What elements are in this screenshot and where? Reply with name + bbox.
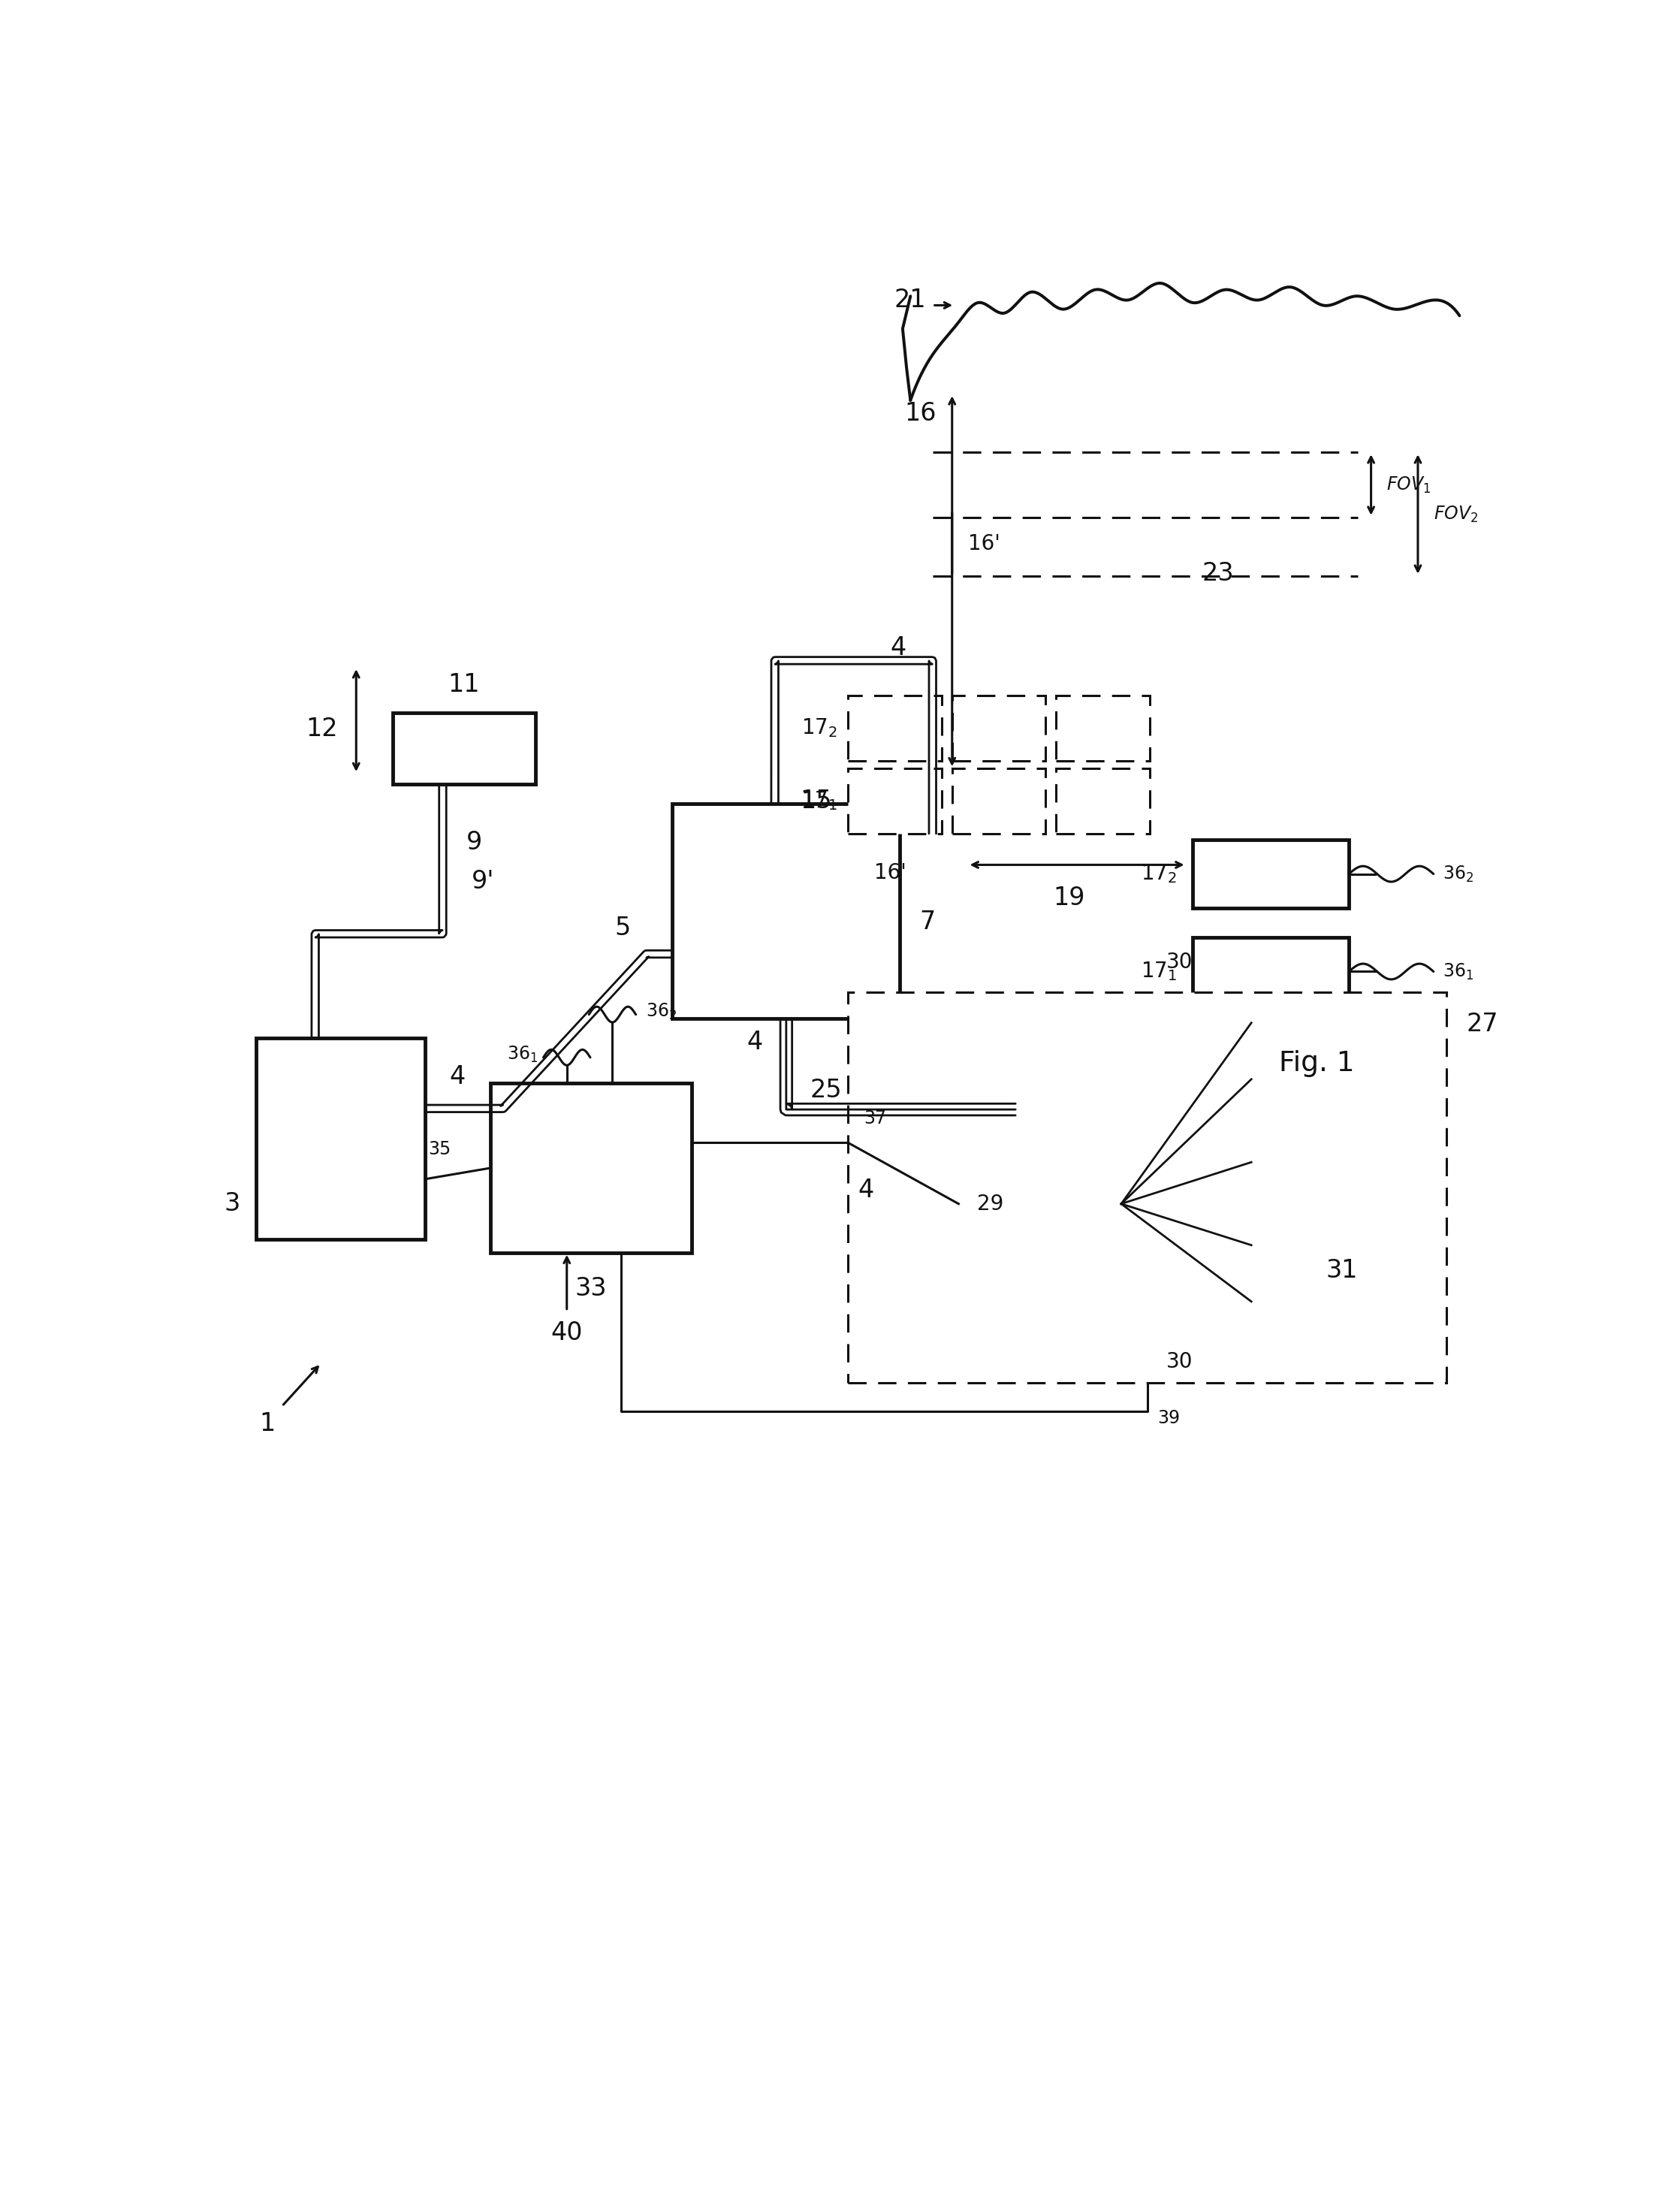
Text: 31: 31 [1326, 1257, 1357, 1283]
Text: $17_1$: $17_1$ [1141, 960, 1178, 982]
Text: Fig. 1: Fig. 1 [1278, 1050, 1354, 1077]
Bar [393, 712, 536, 784]
Text: 30: 30 [1166, 1351, 1193, 1373]
Bar [953, 696, 1045, 760]
Text: 3: 3 [225, 1191, 240, 1217]
Text: 12: 12 [306, 716, 338, 740]
Text: 7: 7 [919, 910, 936, 934]
Bar [1193, 938, 1349, 1006]
Text: $FOV_1$: $FOV_1$ [1386, 475, 1431, 494]
Bar [255, 1037, 425, 1239]
Text: 35: 35 [428, 1140, 452, 1158]
Text: 25: 25 [810, 1077, 842, 1103]
Text: $FOV_2$: $FOV_2$ [1433, 505, 1478, 523]
Text: $17_1$: $17_1$ [801, 791, 838, 813]
Text: 11: 11 [449, 672, 480, 696]
Bar [1193, 839, 1349, 907]
Bar [1057, 696, 1149, 760]
Text: 16': 16' [874, 861, 907, 883]
Text: 27: 27 [1467, 1013, 1499, 1037]
Bar [1057, 769, 1149, 833]
Text: $36_2$: $36_2$ [647, 1002, 677, 1022]
Text: 40: 40 [551, 1320, 583, 1345]
Text: 1: 1 [259, 1410, 276, 1437]
Bar [953, 769, 1045, 833]
Text: 23: 23 [1201, 560, 1233, 587]
Text: 4: 4 [450, 1063, 465, 1090]
Bar [848, 993, 1446, 1382]
Bar [848, 769, 942, 833]
Bar [959, 1109, 1121, 1298]
Text: $36_1$: $36_1$ [507, 1046, 538, 1066]
Text: 16: 16 [904, 400, 936, 426]
Bar [491, 1083, 692, 1252]
Text: $36_1$: $36_1$ [1443, 962, 1473, 982]
Text: 4: 4 [858, 1178, 874, 1202]
Text: 5: 5 [615, 916, 630, 940]
Text: 15: 15 [800, 789, 832, 813]
Text: 9': 9' [472, 868, 494, 894]
Text: 39: 39 [1158, 1408, 1179, 1426]
Text: 30: 30 [1166, 951, 1193, 973]
Text: 33: 33 [575, 1276, 606, 1301]
Bar [848, 696, 942, 760]
Text: 9: 9 [465, 830, 482, 855]
Text: $17_2$: $17_2$ [1141, 863, 1178, 885]
Text: 19: 19 [1053, 885, 1085, 910]
Text: 16': 16' [968, 534, 1000, 554]
Text: 37: 37 [864, 1109, 885, 1127]
Text: 4: 4 [890, 635, 907, 659]
Text: 4: 4 [748, 1030, 763, 1055]
Bar [1252, 995, 1305, 1329]
Text: 29: 29 [976, 1193, 1003, 1215]
Text: 21: 21 [894, 288, 926, 312]
Bar [672, 804, 900, 1019]
Text: $36_2$: $36_2$ [1443, 863, 1473, 883]
Text: $17_2$: $17_2$ [801, 716, 838, 740]
